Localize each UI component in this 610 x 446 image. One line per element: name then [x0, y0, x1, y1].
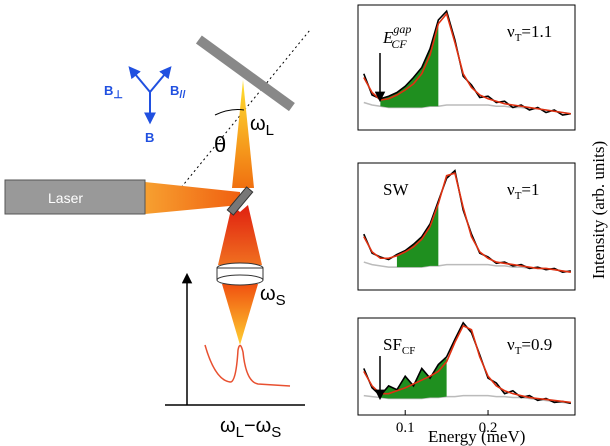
- laser-box: [4, 179, 146, 215]
- annotation-base: SF: [383, 335, 402, 354]
- omega-s: ωS: [260, 283, 286, 309]
- annotation-base: ν: [507, 22, 515, 41]
- x-tick-label: 0.1: [396, 420, 415, 436]
- b-label: B: [145, 130, 154, 145]
- y-axis-label: Intensity (arb. units): [589, 141, 608, 279]
- laser-beam: [145, 182, 240, 214]
- annotation-rest: =0.9: [521, 335, 552, 354]
- excess-area: [380, 356, 447, 399]
- inset-spectrum: [204, 344, 291, 387]
- spectrum-panel: 0.1 0.2 SFCF νT=0.9: [357, 317, 576, 436]
- annotation-sup: gap: [393, 22, 411, 36]
- spectrum-panel: SW νT=1: [357, 162, 576, 291]
- b-par-arrow: [149, 66, 172, 93]
- spectrum-line: [363, 12, 571, 115]
- scattered-beam: [218, 205, 262, 265]
- spectrum-line: [363, 324, 571, 404]
- annotation-base: SW: [383, 180, 409, 199]
- omega-l: ωL: [250, 113, 274, 139]
- annotation-sub: CF: [391, 37, 407, 51]
- annotation-base: ν: [507, 180, 515, 199]
- excess-area: [380, 20, 439, 108]
- laser-label: Laser: [48, 190, 83, 206]
- panel-frame: [357, 4, 576, 131]
- raman-shift: ωL−ωS: [220, 415, 281, 441]
- plot-area: [363, 321, 572, 405]
- panel-frame: [357, 162, 576, 291]
- panel-annotation: Egap CF: [382, 22, 411, 51]
- excess-area: [396, 201, 439, 268]
- setup-diagram: θ ωL Laser ωS ωL−ωS B⊥ B// B: [4, 29, 311, 441]
- focused-beam: [222, 284, 258, 345]
- annotation-sub: T: [515, 190, 522, 202]
- panel-annotation: SW: [383, 180, 409, 199]
- b-perp-arrow: [128, 66, 151, 93]
- annotation-base: ν: [507, 335, 515, 354]
- lens-bottom: [216, 274, 264, 286]
- angle-arc: [214, 109, 245, 116]
- x-axis-label: Energy (meV): [428, 427, 525, 446]
- annotation-rest: =1.1: [521, 22, 552, 41]
- top-mirror: [195, 35, 295, 112]
- annotation-sub: T: [515, 32, 522, 44]
- annotation-sub: T: [515, 345, 522, 357]
- panel-annotation: SFCF: [383, 335, 415, 357]
- panel-annotation: νT=1: [507, 180, 540, 202]
- annotation-sub: CF: [402, 345, 415, 357]
- spectrum-panel: Egap CF νT=1.1: [357, 4, 576, 131]
- incident-beam: [232, 80, 254, 188]
- annotation-base: E: [382, 28, 394, 47]
- plot-area: [363, 9, 571, 116]
- panel-annotation: νT=0.9: [507, 335, 552, 357]
- spectrum-line: [363, 172, 571, 274]
- theta: θ: [214, 132, 226, 157]
- b-perp: B⊥: [104, 83, 123, 101]
- annotation-rest: =1: [521, 180, 539, 199]
- panel-annotation: νT=1.1: [507, 22, 552, 44]
- small-mirror: [226, 186, 254, 216]
- panel-frame: [357, 317, 576, 416]
- plot-area: [363, 169, 571, 274]
- x-tick-label: 0.2: [479, 420, 498, 436]
- b-par: B//: [170, 83, 186, 101]
